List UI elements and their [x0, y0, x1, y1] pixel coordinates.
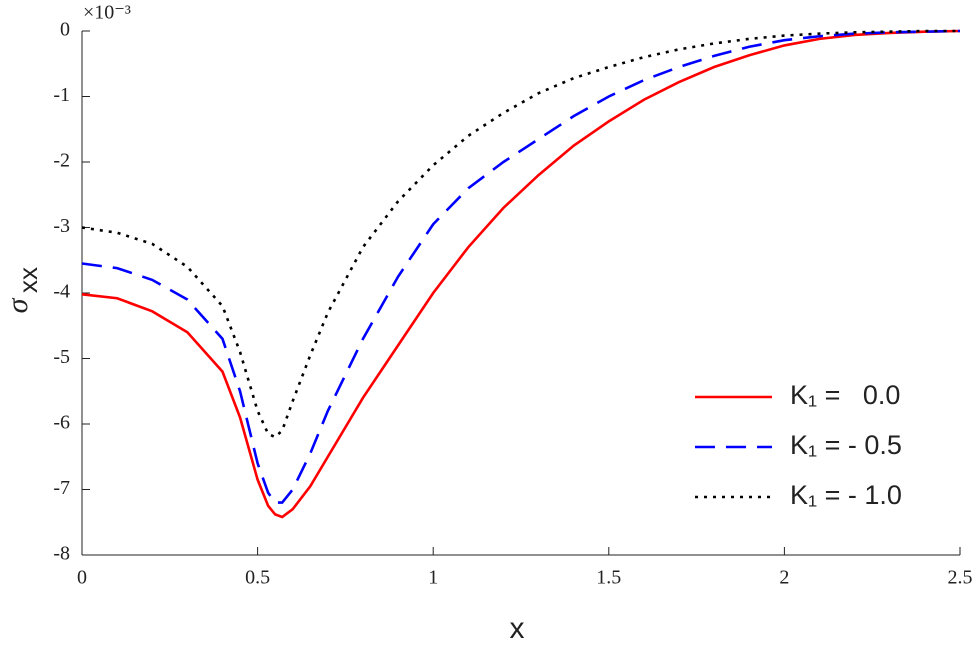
y-tick-label: -4 — [53, 281, 70, 303]
y-axis-label-group: σ xx — [1, 267, 43, 313]
legend-label: K₁ = - 0.5 — [790, 430, 902, 460]
data-line — [81, 29, 960, 439]
legend-label: K₁ = - 1.0 — [790, 480, 902, 510]
y-tick-label: -1 — [53, 84, 70, 106]
y-axis-label-subscript: xx — [13, 267, 43, 293]
x-tick-label: 0.5 — [245, 567, 270, 589]
x-tick-label: 0 — [77, 567, 87, 589]
y-tick-label: -3 — [53, 215, 70, 237]
legend-label: K₁ = 0.0 — [790, 380, 900, 410]
x-tick-label: 1 — [428, 567, 438, 589]
y-tick-label: -6 — [53, 412, 70, 434]
x-tick-label: 1.5 — [596, 567, 621, 589]
x-tick-label: 2 — [779, 567, 789, 589]
y-multiplier: ×10⁻³ — [83, 2, 131, 24]
y-tick-label: 0 — [60, 19, 70, 41]
y-axis-label: σ — [1, 297, 34, 313]
x-tick-label: 2.5 — [948, 567, 973, 589]
y-tick-label: -8 — [53, 543, 70, 565]
data-line — [81, 29, 961, 519]
y-tick-label: -5 — [53, 346, 70, 368]
y-tick-label: -7 — [53, 477, 70, 499]
x-axis-label: x — [510, 612, 525, 645]
data-line — [81, 29, 961, 504]
y-tick-label: -2 — [53, 150, 70, 172]
